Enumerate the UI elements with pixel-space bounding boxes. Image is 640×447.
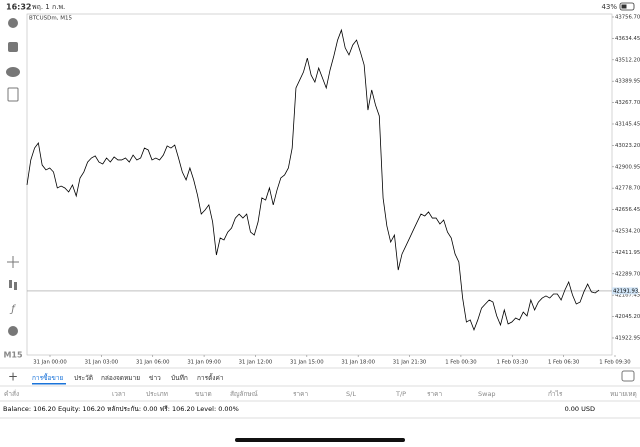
y-tick-label: 41922.95 bbox=[615, 335, 640, 341]
trade-icon[interactable] bbox=[8, 42, 18, 52]
x-tick-label: 31 Jan 09:00 bbox=[187, 360, 221, 366]
tab[interactable]: กล่องจดหมาย bbox=[101, 374, 140, 382]
y-tick-label: 42167.45 bbox=[615, 293, 640, 299]
tab[interactable]: ข่าว bbox=[149, 374, 161, 382]
x-tick-label: 1 Feb 03:30 bbox=[497, 360, 529, 366]
chart-symbol: BTCUSDm, M15 bbox=[29, 16, 73, 22]
y-tick-label: 43023.20 bbox=[615, 143, 640, 149]
x-tick-label: 31 Jan 12:00 bbox=[239, 360, 273, 366]
battery-icon bbox=[619, 2, 635, 11]
column-header: S/L bbox=[346, 390, 356, 398]
expand-icon[interactable] bbox=[621, 370, 635, 382]
y-tick-label: 43145.45 bbox=[615, 121, 640, 127]
objects-icon[interactable] bbox=[8, 326, 18, 336]
tab[interactable]: การตั้งค่า bbox=[197, 373, 224, 382]
price-line bbox=[26, 28, 600, 332]
chart-type-icon[interactable] bbox=[9, 280, 12, 288]
column-header: ขนาด bbox=[195, 390, 212, 398]
column-header: กำไร bbox=[548, 390, 563, 398]
timeframe-button[interactable]: M15 bbox=[3, 351, 23, 360]
y-tick-label: 42289.70 bbox=[615, 271, 640, 277]
x-tick-label: 31 Jan 00:00 bbox=[33, 360, 67, 366]
column-header: ราคา bbox=[427, 390, 442, 398]
column-header: หมายเหตุ bbox=[610, 390, 637, 398]
y-tick-label: 43512.20 bbox=[615, 57, 640, 63]
chat-icon[interactable] bbox=[6, 67, 20, 77]
indicator-icon[interactable]: ƒ bbox=[9, 304, 16, 315]
x-tick-label: 1 Feb 09:30 bbox=[599, 360, 631, 366]
column-header: ราคา bbox=[293, 390, 308, 398]
x-tick-label: 31 Jan 06:00 bbox=[136, 360, 170, 366]
column-header: สัญลักษณ์ bbox=[230, 390, 258, 398]
y-tick-label: 43756.70 bbox=[615, 14, 640, 20]
battery-level bbox=[621, 4, 627, 9]
battery-text: 43% bbox=[601, 3, 617, 11]
current-price-box bbox=[612, 287, 638, 295]
x-tick-label: 31 Jan 18:00 bbox=[341, 360, 375, 366]
y-tick-label: 42656.45 bbox=[615, 207, 640, 213]
tab[interactable]: บันทึก bbox=[171, 374, 188, 382]
y-tick-label: 42778.70 bbox=[615, 186, 640, 192]
x-tick-label: 31 Jan 03:00 bbox=[85, 360, 119, 366]
tab[interactable]: ประวัติ bbox=[74, 374, 93, 382]
active-tab-indicator bbox=[32, 383, 66, 385]
chart-type-icon-2[interactable] bbox=[14, 282, 17, 290]
x-tick-label: 31 Jan 15:00 bbox=[290, 360, 324, 366]
y-tick-label: 43389.95 bbox=[615, 79, 640, 85]
column-header: ประเภท bbox=[146, 390, 168, 398]
left-toolbar: ƒ bbox=[6, 18, 20, 336]
y-tick-label: 42045.20 bbox=[615, 314, 640, 320]
account-summary: Balance: 106.20 Equity: 106.20 หลักประกั… bbox=[3, 405, 239, 413]
y-tick-label: 42411.95 bbox=[615, 250, 640, 256]
column-header: T/P bbox=[395, 390, 406, 398]
x-tick-label: 1 Feb 00:30 bbox=[445, 360, 477, 366]
new-chart-icon[interactable] bbox=[7, 87, 19, 102]
current-price-label: 42191.93 bbox=[613, 288, 638, 294]
add-button[interactable]: + bbox=[8, 370, 18, 384]
status-date: พฤ. 1 ก.พ. bbox=[32, 3, 65, 11]
table-header: คำสั่ง เวลา ประเภท ขนาด สัญลักษณ์ ราคา S/L T/P ร… bbox=[4, 389, 637, 398]
home-indicator bbox=[235, 438, 405, 442]
tab[interactable]: การซื้อขาย bbox=[32, 373, 63, 382]
account-icon[interactable] bbox=[8, 18, 18, 28]
status-time: 16:32 bbox=[6, 3, 31, 12]
account-total: 0.00 USD bbox=[565, 405, 595, 413]
y-tick-label: 43634.45 bbox=[615, 36, 640, 42]
y-tick-label: 42534.20 bbox=[615, 228, 640, 234]
x-tick-label: 1 Feb 06:30 bbox=[548, 360, 580, 366]
tab-bar: การซื้อขาย ประวัติ กล่องจดหมาย ข่าว บันทึก กา… bbox=[32, 373, 224, 385]
y-tick-label: 43267.70 bbox=[615, 100, 640, 106]
chart: BTCUSDm, M15 43756.70 43634.45 43512.20 433… bbox=[26, 13, 640, 366]
column-header: Swap bbox=[478, 390, 496, 398]
column-header: คำสั่ง bbox=[4, 389, 19, 398]
x-tick-label: 31 Jan 21:30 bbox=[393, 360, 427, 366]
y-tick-label: 42900.95 bbox=[615, 164, 640, 170]
column-header: เวลา bbox=[112, 390, 126, 398]
crosshair-icon[interactable] bbox=[7, 256, 19, 268]
